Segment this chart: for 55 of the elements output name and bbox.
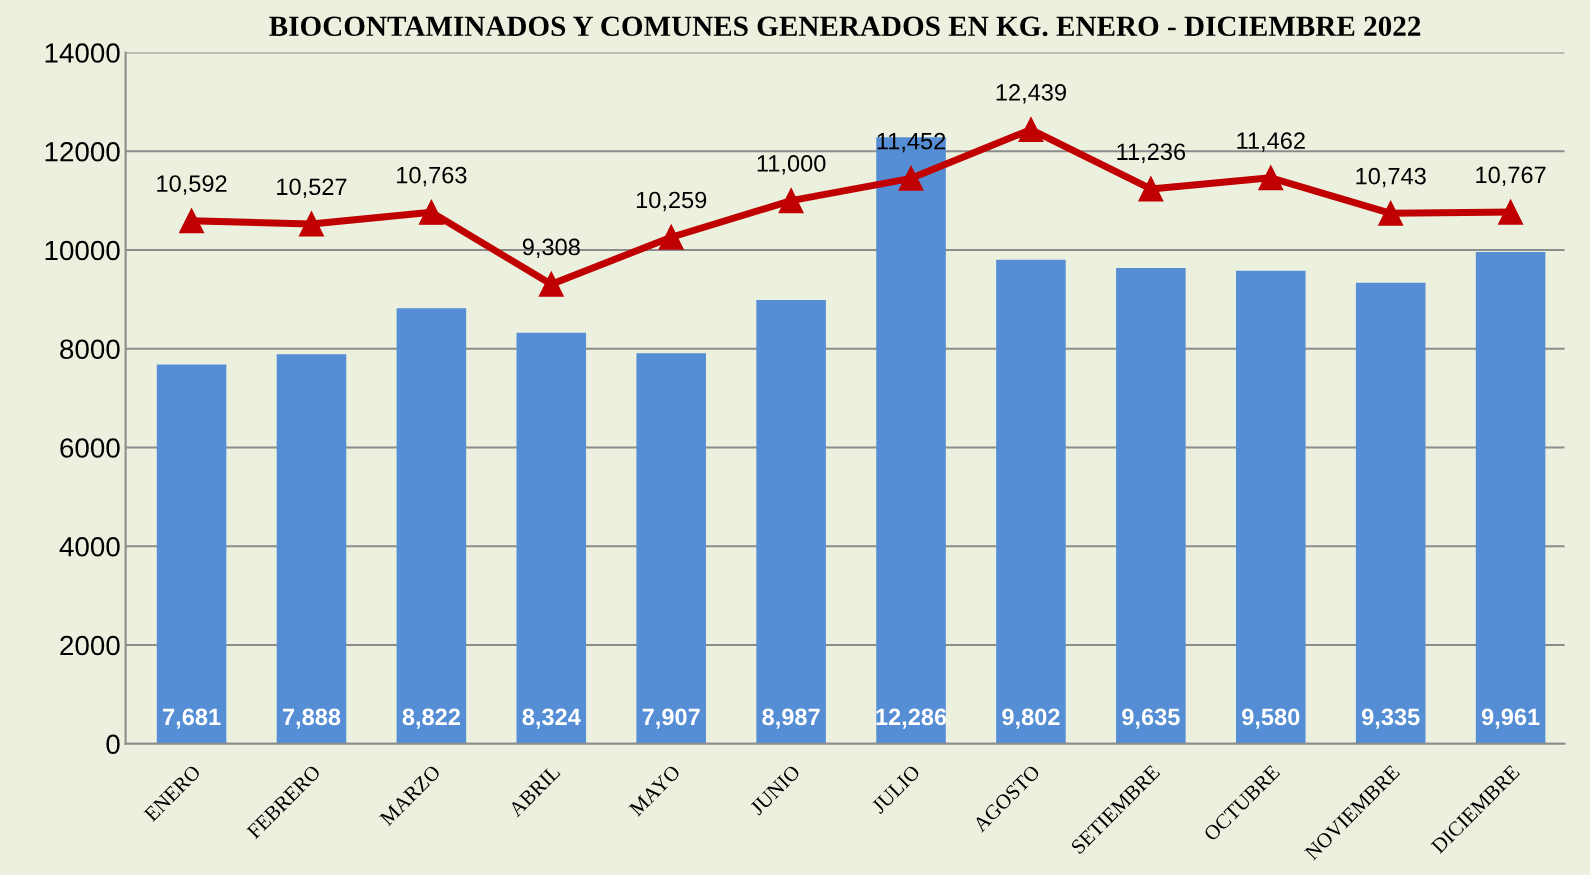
point — [1258, 165, 1284, 191]
y-tick-label: 14000 — [45, 43, 120, 63]
data-label: 10,527 — [277, 178, 347, 198]
bar — [1355, 282, 1426, 744]
bar — [1475, 251, 1546, 744]
bar — [396, 308, 467, 744]
point — [778, 188, 804, 214]
data-label: 7,907 — [642, 708, 700, 729]
data-label: 11,236 — [1117, 143, 1186, 163]
y-tick-label: 6000 — [60, 438, 120, 458]
data-label: 9,308 — [522, 238, 580, 259]
point — [1498, 199, 1524, 225]
chart-title: BIOCONTAMINADOS Y COMUNES GENERADOS EN KG. ENERO - DICIEMBRE 2022 — [269, 16, 1421, 37]
data-label: 9,802 — [1002, 708, 1060, 729]
data-label: 7,888 — [282, 708, 341, 729]
data-label: 9,580 — [1242, 708, 1300, 729]
data-label: 12,439 — [996, 83, 1066, 104]
bar — [276, 354, 347, 744]
point — [1138, 176, 1164, 202]
y-tick-label: 4000 — [59, 536, 120, 557]
bar — [1236, 270, 1306, 744]
bar — [156, 364, 227, 744]
data-label: 10,763 — [397, 166, 467, 187]
y-tick-label: 0 — [106, 734, 120, 755]
data-label: 11,452 — [877, 132, 946, 153]
bar — [516, 332, 587, 744]
data-label: 8,987 — [762, 708, 820, 729]
data-label: 9,335 — [1361, 708, 1420, 729]
y-tick-label: 10000 — [45, 240, 120, 261]
data-label: 11,462 — [1237, 132, 1305, 152]
y-tick-label: 8000 — [60, 339, 120, 360]
point — [658, 224, 684, 250]
data-label: 8,822 — [402, 708, 460, 729]
data-label: 8,324 — [522, 708, 581, 729]
y-tick-label: 12000 — [45, 141, 120, 162]
data-label: 10,743 — [1356, 167, 1426, 188]
bar — [996, 259, 1066, 744]
data-label: 10,767 — [1476, 166, 1546, 187]
point — [418, 199, 444, 225]
bar — [1116, 268, 1186, 744]
bar — [756, 300, 826, 744]
point — [298, 211, 324, 237]
data-label: 10,259 — [636, 191, 707, 212]
point — [1378, 200, 1404, 226]
data-label: 9,961 — [1481, 708, 1540, 729]
point — [898, 165, 924, 191]
point — [179, 208, 205, 234]
data-label: 10,592 — [157, 175, 227, 195]
y-tick-label: 2000 — [60, 635, 120, 656]
bar — [636, 353, 706, 744]
data-label: 11,000 — [757, 155, 826, 175]
point — [1018, 117, 1044, 143]
point — [538, 271, 564, 297]
data-label: 7,681 — [163, 708, 221, 729]
data-label: 9,635 — [1122, 708, 1180, 729]
